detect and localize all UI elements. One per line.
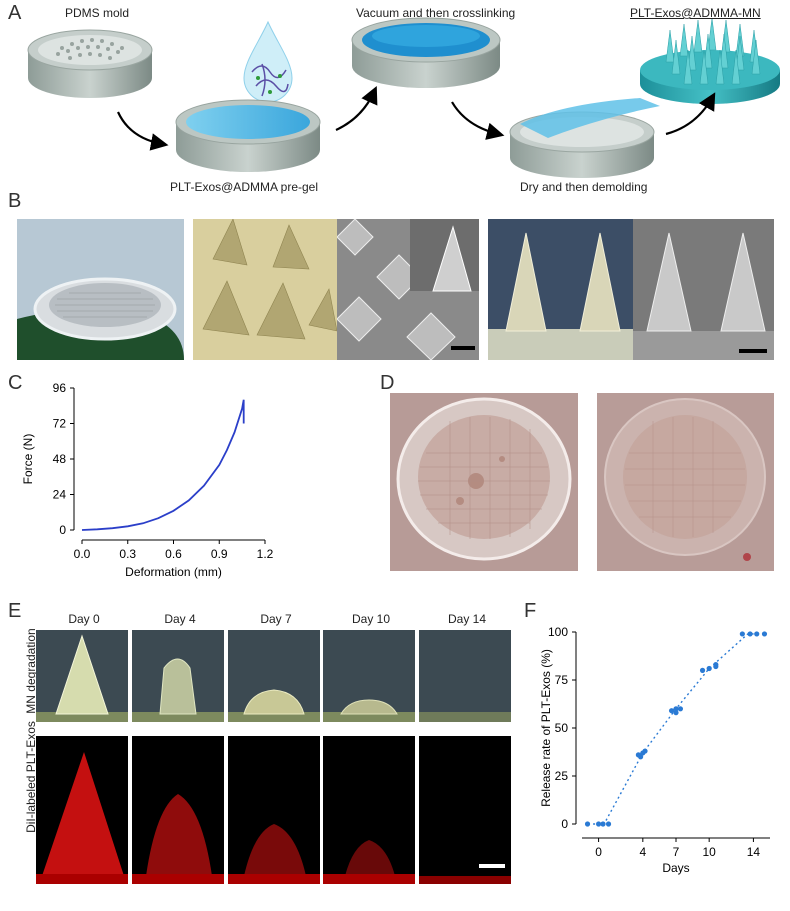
x-axis-label-c: Deformation (mm) — [125, 565, 222, 579]
y-tick-label-c: 48 — [53, 452, 67, 466]
y-axis-label-f: Release rate of PLT-Exos (%) — [539, 649, 553, 807]
x-tick-label-c: 0.9 — [211, 547, 228, 561]
sem-array-image — [337, 219, 479, 360]
y-tick-label-c: 72 — [53, 417, 67, 431]
mn-patch-on-finger-photo — [17, 219, 184, 360]
release-data-point — [642, 748, 648, 754]
mn-degradation-day10 — [323, 630, 415, 722]
release-data-point — [638, 754, 644, 760]
x-tick-label-f: 0 — [595, 845, 602, 859]
panel-a-schematic — [27, 17, 780, 178]
release-data-point — [584, 821, 591, 827]
release-data-point — [600, 821, 606, 827]
y-tick-label-c: 0 — [59, 523, 66, 537]
mn-degradation-day14 — [419, 630, 511, 722]
day-label-14: Day 14 — [447, 612, 487, 626]
day-label-7: Day 7 — [260, 612, 292, 626]
x-tick-label-f: 14 — [747, 845, 761, 859]
skin-after-insertion-photo-2 — [597, 393, 774, 571]
x-axis-label-f: Days — [662, 861, 689, 875]
release-data-point — [739, 631, 745, 637]
mn-degradation-day4 — [132, 630, 224, 722]
mn-side-view-photo — [488, 219, 633, 360]
dil-fluorescence-day7 — [228, 736, 320, 884]
release-data-point — [747, 631, 753, 637]
skin-after-insertion-photo-1 — [390, 393, 578, 571]
release-data-point — [605, 821, 612, 827]
y-tick-label-f: 0 — [561, 817, 568, 831]
y-tick-label-c: 96 — [53, 381, 67, 395]
force-curve — [81, 399, 245, 531]
y-tick-label-f: 50 — [555, 721, 569, 735]
release-data-point — [673, 710, 679, 716]
day-label-4: Day 4 — [164, 612, 196, 626]
mn-array-closeup-photo — [193, 219, 337, 360]
mn-patch-dish — [640, 17, 780, 104]
y-axis-label-c: Force (N) — [21, 434, 35, 485]
step-pdms-mold: PDMS mold — [65, 6, 130, 20]
scale-bar-e — [479, 864, 505, 868]
panel-label-a: A — [8, 2, 22, 24]
step-vacuum: Vacuum and then crosslinking — [356, 6, 516, 20]
release-rate-chart: 0 25 50 75 100 0 4 7 10 14 Days Release rate of PLT… — [539, 625, 770, 875]
step-pre-gel: PLT-Exos@ADMMA pre-gel — [170, 180, 319, 194]
x-tick-label-c: 0.0 — [74, 547, 91, 561]
step-mn-product: PLT-Exos@ADMMA-MN — [630, 6, 761, 20]
pre-gel-dish — [175, 99, 321, 172]
panel-label-b: B — [8, 190, 22, 212]
sem-side-view-image — [633, 219, 774, 360]
x-tick-label-c: 0.3 — [119, 547, 136, 561]
panel-label-c: C — [8, 372, 23, 394]
release-data-point — [595, 821, 602, 827]
dil-fluorescence-day10 — [323, 736, 415, 884]
y-tick-label-f: 25 — [555, 769, 569, 783]
day-label-0: Day 0 — [68, 612, 100, 626]
mn-degradation-day7 — [228, 630, 320, 722]
x-tick-label-f: 7 — [673, 845, 680, 859]
y-tick-label-f: 100 — [548, 625, 568, 639]
scale-bar-b1 — [451, 346, 475, 350]
x-tick-label-f: 4 — [639, 845, 646, 859]
x-tick-label-c: 0.6 — [165, 547, 182, 561]
x-tick-label-f: 10 — [702, 845, 716, 859]
pdms-mold-dish — [27, 29, 153, 98]
release-data-point — [677, 706, 684, 712]
release-data-point — [754, 631, 760, 637]
demolding-dish — [509, 98, 660, 178]
pre-gel-droplet-icon — [243, 20, 293, 103]
panel-label-e: E — [8, 600, 22, 622]
mn-degradation-day0 — [36, 630, 128, 722]
dil-fluorescence-day0 — [36, 736, 128, 884]
release-data-point — [761, 631, 768, 637]
release-data-point — [668, 708, 675, 714]
release-data-point — [699, 667, 706, 673]
dil-fluorescence-day4 — [132, 736, 224, 884]
scale-bar-b2 — [739, 349, 767, 353]
dil-fluorescence-day14 — [419, 736, 511, 884]
y-tick-label-f: 75 — [555, 673, 569, 687]
panel-label-d: D — [380, 372, 395, 394]
y-tick-label-c: 24 — [53, 488, 67, 502]
day-label-10: Day 10 — [351, 612, 391, 626]
release-fit-line — [593, 633, 759, 825]
panel-label-f: F — [524, 600, 537, 622]
release-data-point — [706, 665, 712, 672]
step-demolding: Dry and then demolding — [520, 180, 648, 194]
x-tick-label-c: 1.2 — [257, 547, 274, 561]
force-deformation-chart: 0 24 48 72 96 0.0 0.3 0.6 0.9 1.2 Deformation (mm)… — [21, 381, 274, 579]
release-data-point — [673, 706, 679, 712]
vacuum-dish — [351, 17, 501, 88]
release-data-point — [713, 663, 719, 670]
